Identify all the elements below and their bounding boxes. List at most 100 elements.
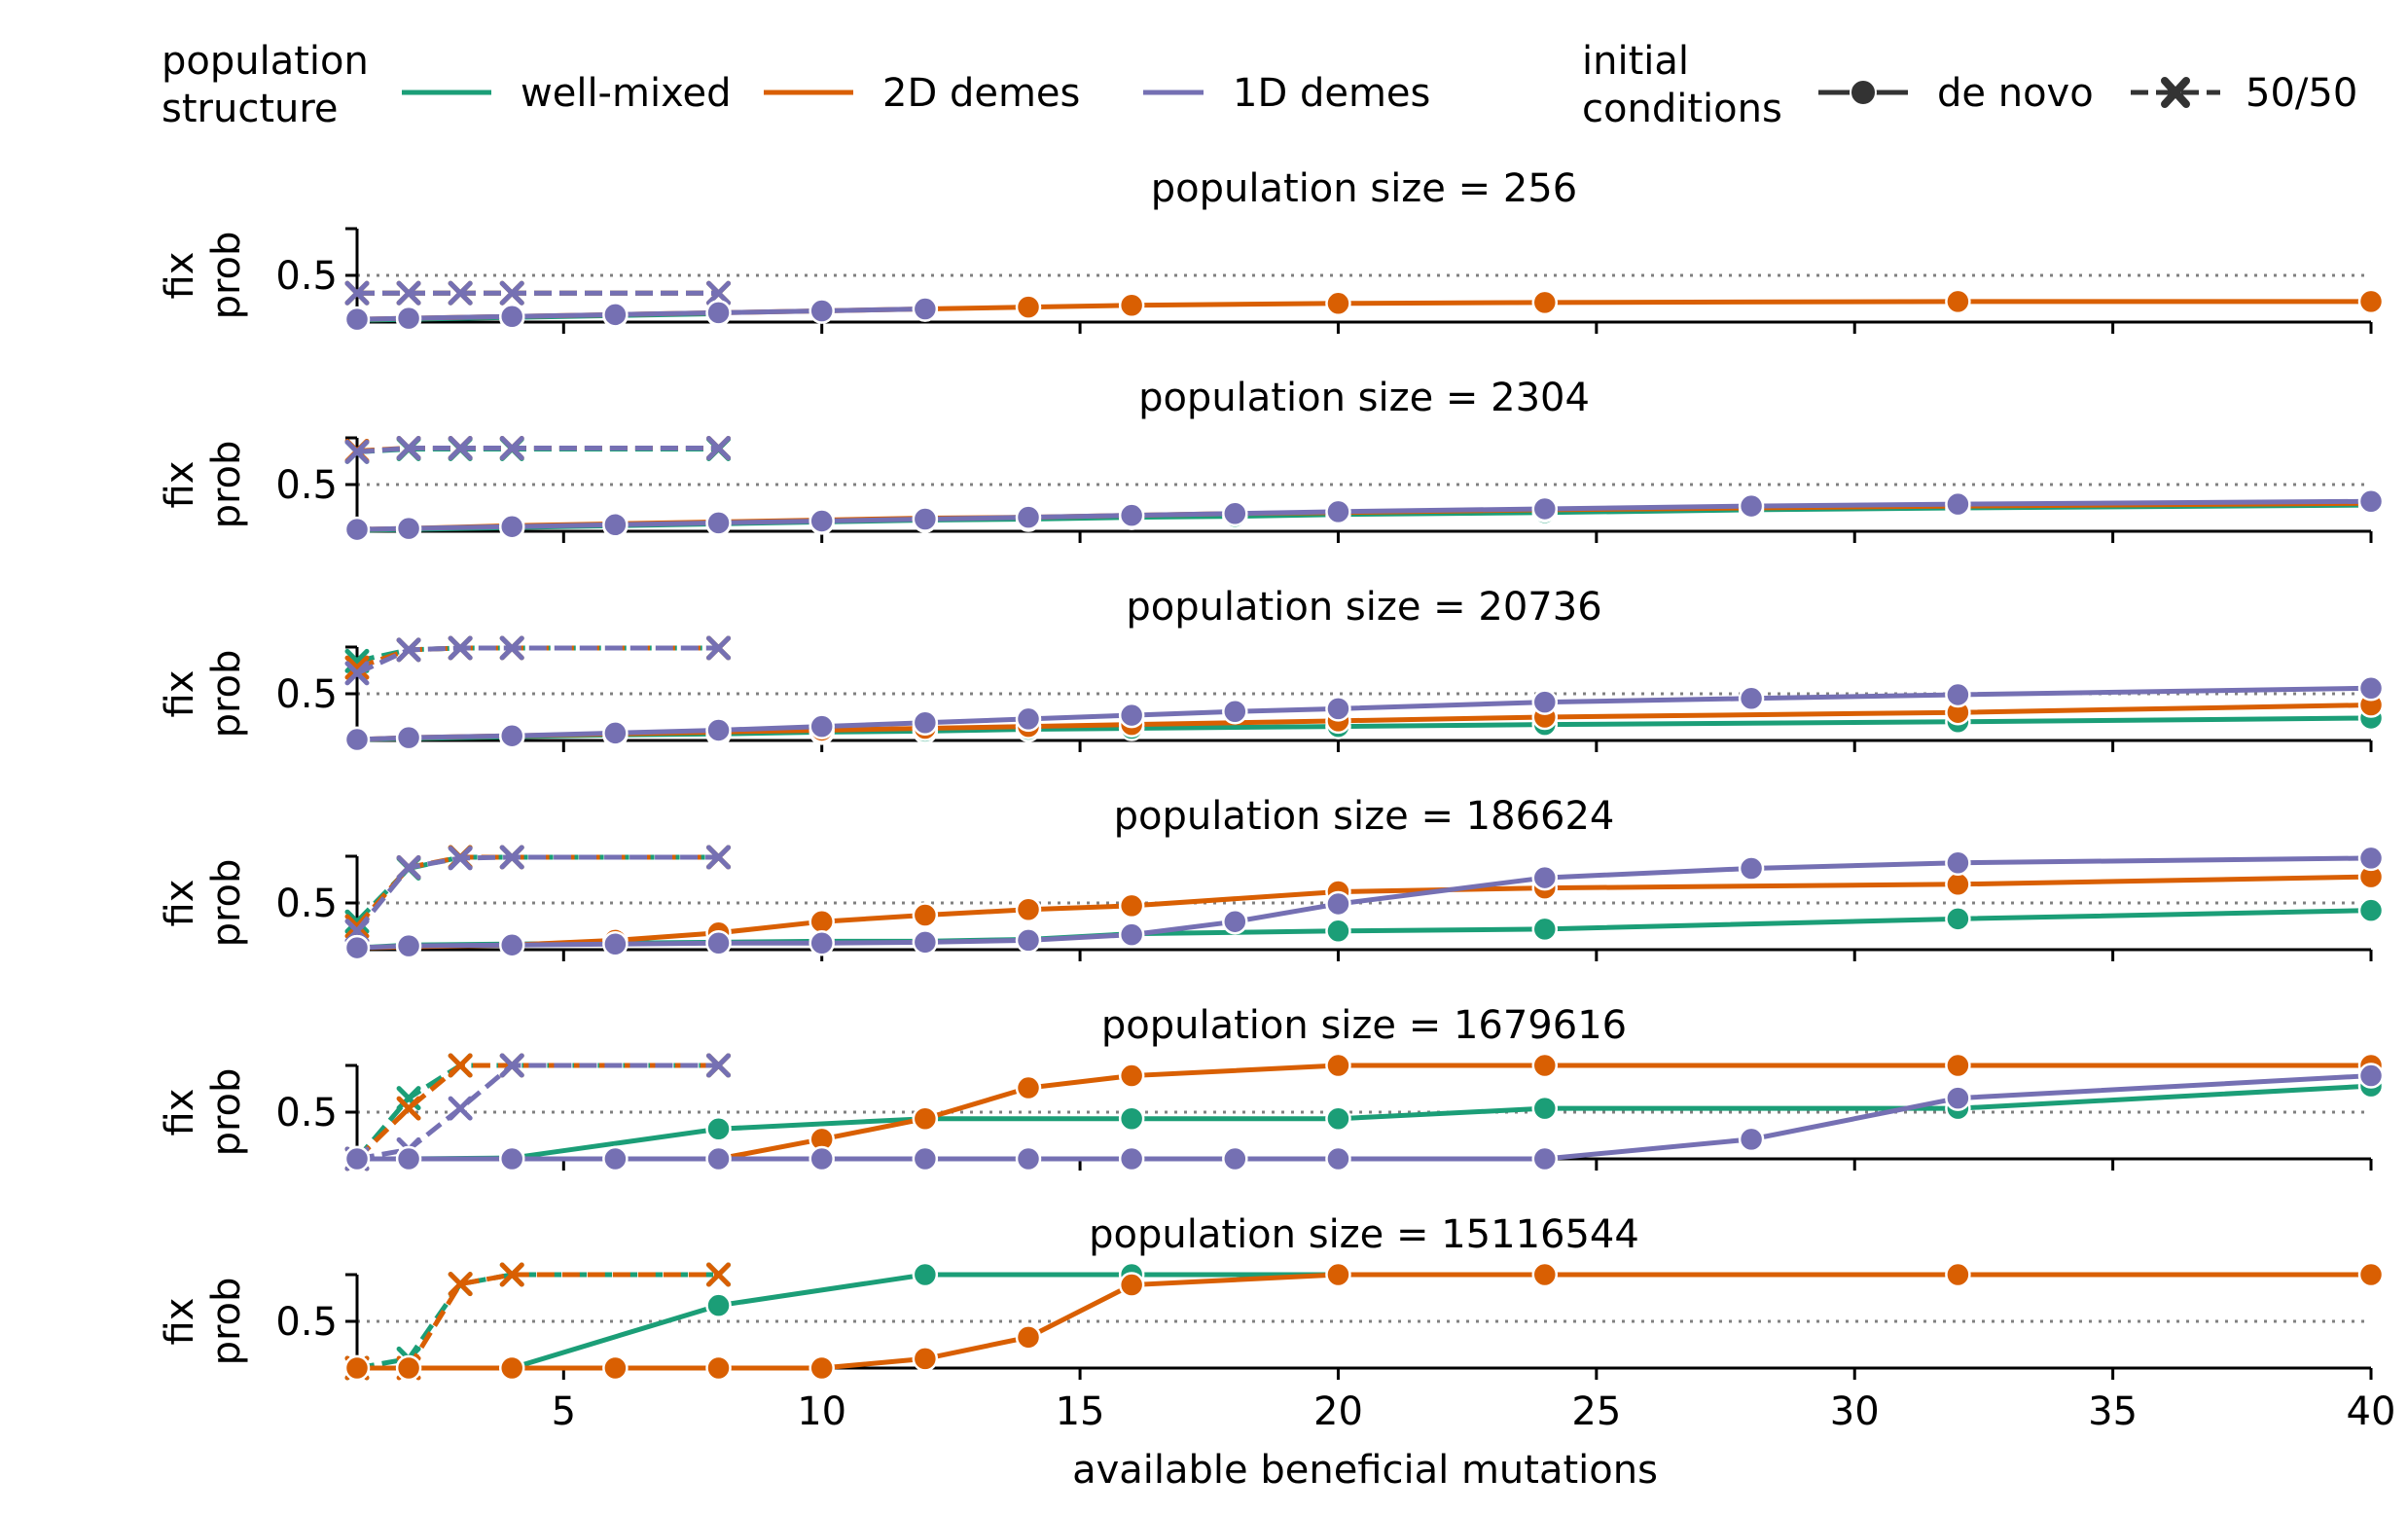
- data-point: [705, 930, 732, 956]
- data-point: [809, 1354, 835, 1382]
- data-point-x: [499, 635, 524, 661]
- data-point: [1325, 1145, 1351, 1172]
- data-point: [1015, 1145, 1042, 1172]
- data-point: [2357, 488, 2385, 515]
- y-tick-label: 0.5: [275, 254, 338, 299]
- data-point: [602, 720, 629, 746]
- series-1d-demes-de-novo: [343, 674, 2385, 753]
- data-point: [343, 1354, 371, 1382]
- data-point: [1531, 1095, 1559, 1122]
- x-tick-label: 25: [1571, 1389, 1621, 1434]
- y-axis-label-line2: prob: [204, 859, 249, 948]
- data-point: [2357, 1063, 2385, 1089]
- data-point-x: [396, 855, 421, 881]
- x-tick-label: 30: [1830, 1389, 1880, 1434]
- panel-title: population size = 256: [1151, 166, 1577, 211]
- data-point: [1531, 689, 1559, 715]
- legend-label-50-50: 50/50: [2246, 71, 2357, 116]
- data-point: [1118, 1063, 1145, 1089]
- data-point: [1531, 1052, 1559, 1079]
- legend-label-2d-demes: 2D demes: [882, 71, 1080, 116]
- y-axis-label-line1: fix: [158, 1089, 202, 1136]
- data-point-x: [499, 280, 524, 306]
- data-point: [1325, 890, 1351, 918]
- data-point: [498, 722, 525, 749]
- data-point-x: [448, 635, 473, 661]
- series-1d-demes-50-50: [344, 635, 732, 686]
- data-point: [2357, 1261, 2385, 1288]
- data-point-x: [344, 909, 370, 934]
- panel-title: population size = 20736: [1126, 585, 1601, 630]
- series-1d-demes-de-novo: [343, 488, 2385, 543]
- data-point: [1015, 1324, 1042, 1351]
- data-point: [1325, 290, 1351, 317]
- data-point: [912, 296, 939, 322]
- data-point: [343, 1145, 371, 1172]
- data-point: [1945, 288, 1971, 315]
- data-point: [2357, 897, 2385, 923]
- data-point-x: [448, 280, 473, 306]
- data-point: [809, 1145, 835, 1172]
- data-point-x: [396, 1096, 421, 1121]
- x-tick-label: 5: [552, 1389, 576, 1434]
- panel-2: population size = 2304 0.5 fix prob: [158, 376, 2385, 544]
- data-point: [1118, 502, 1145, 528]
- data-point: [1325, 1052, 1351, 1079]
- data-point: [912, 506, 939, 532]
- data-point-x: [344, 280, 370, 306]
- data-point: [343, 726, 371, 753]
- series-1d-demes-50-50: [344, 436, 732, 464]
- panel-title: population size = 1679616: [1101, 1003, 1627, 1048]
- data-point: [1118, 1272, 1145, 1298]
- data-point: [1738, 1126, 1765, 1153]
- data-point: [809, 298, 835, 324]
- data-point: [705, 510, 732, 536]
- data-point-x: [448, 1096, 473, 1121]
- data-point-x: [499, 436, 524, 461]
- data-point: [1325, 1261, 1351, 1288]
- x-tick-label: 15: [1056, 1389, 1105, 1434]
- data-point-x: [706, 635, 732, 661]
- series-1d-demes-50-50: [344, 280, 732, 306]
- data-point-x: [344, 439, 370, 464]
- data-point: [705, 1354, 732, 1382]
- panel-1: population size = 256 0.5 fix prob: [158, 166, 2385, 334]
- data-point: [1945, 1261, 1971, 1288]
- panel-title: population size = 186624: [1114, 794, 1615, 839]
- data-point: [1118, 921, 1145, 948]
- data-point: [1118, 292, 1145, 318]
- data-point: [1222, 698, 1248, 725]
- data-point-x: [499, 1053, 524, 1078]
- data-point: [809, 713, 835, 739]
- data-point: [809, 908, 835, 935]
- series-1d-demes-de-novo: [343, 845, 2385, 961]
- y-axis-label-line2: prob: [204, 1068, 249, 1157]
- data-point: [912, 929, 939, 955]
- data-point: [498, 303, 525, 330]
- panel-title: population size = 2304: [1138, 376, 1590, 420]
- series-line: [356, 685, 2372, 742]
- data-point: [912, 1145, 939, 1172]
- data-point: [1118, 1105, 1145, 1132]
- data-point: [343, 934, 371, 961]
- data-point: [1945, 906, 1971, 932]
- data-point: [602, 930, 629, 957]
- data-point: [343, 516, 371, 543]
- legend-conditions-title-line1: initial: [1582, 39, 1689, 84]
- legend-label-well-mixed: well-mixed: [521, 71, 732, 116]
- data-point: [1015, 1074, 1042, 1101]
- data-point-x: [396, 436, 421, 461]
- data-point: [1118, 702, 1145, 729]
- data-point: [1222, 500, 1248, 527]
- data-point: [1945, 1085, 1971, 1111]
- data-point: [1945, 1052, 1971, 1079]
- y-tick-label: 0.5: [275, 1300, 338, 1345]
- x-tick-label: 10: [797, 1389, 846, 1434]
- legend-label-de-novo: de novo: [1937, 71, 2094, 116]
- data-point: [705, 1116, 732, 1142]
- data-point: [1738, 685, 1765, 712]
- data-point: [705, 300, 732, 326]
- data-point: [912, 902, 939, 928]
- data-point: [705, 717, 732, 743]
- data-point: [912, 1346, 939, 1372]
